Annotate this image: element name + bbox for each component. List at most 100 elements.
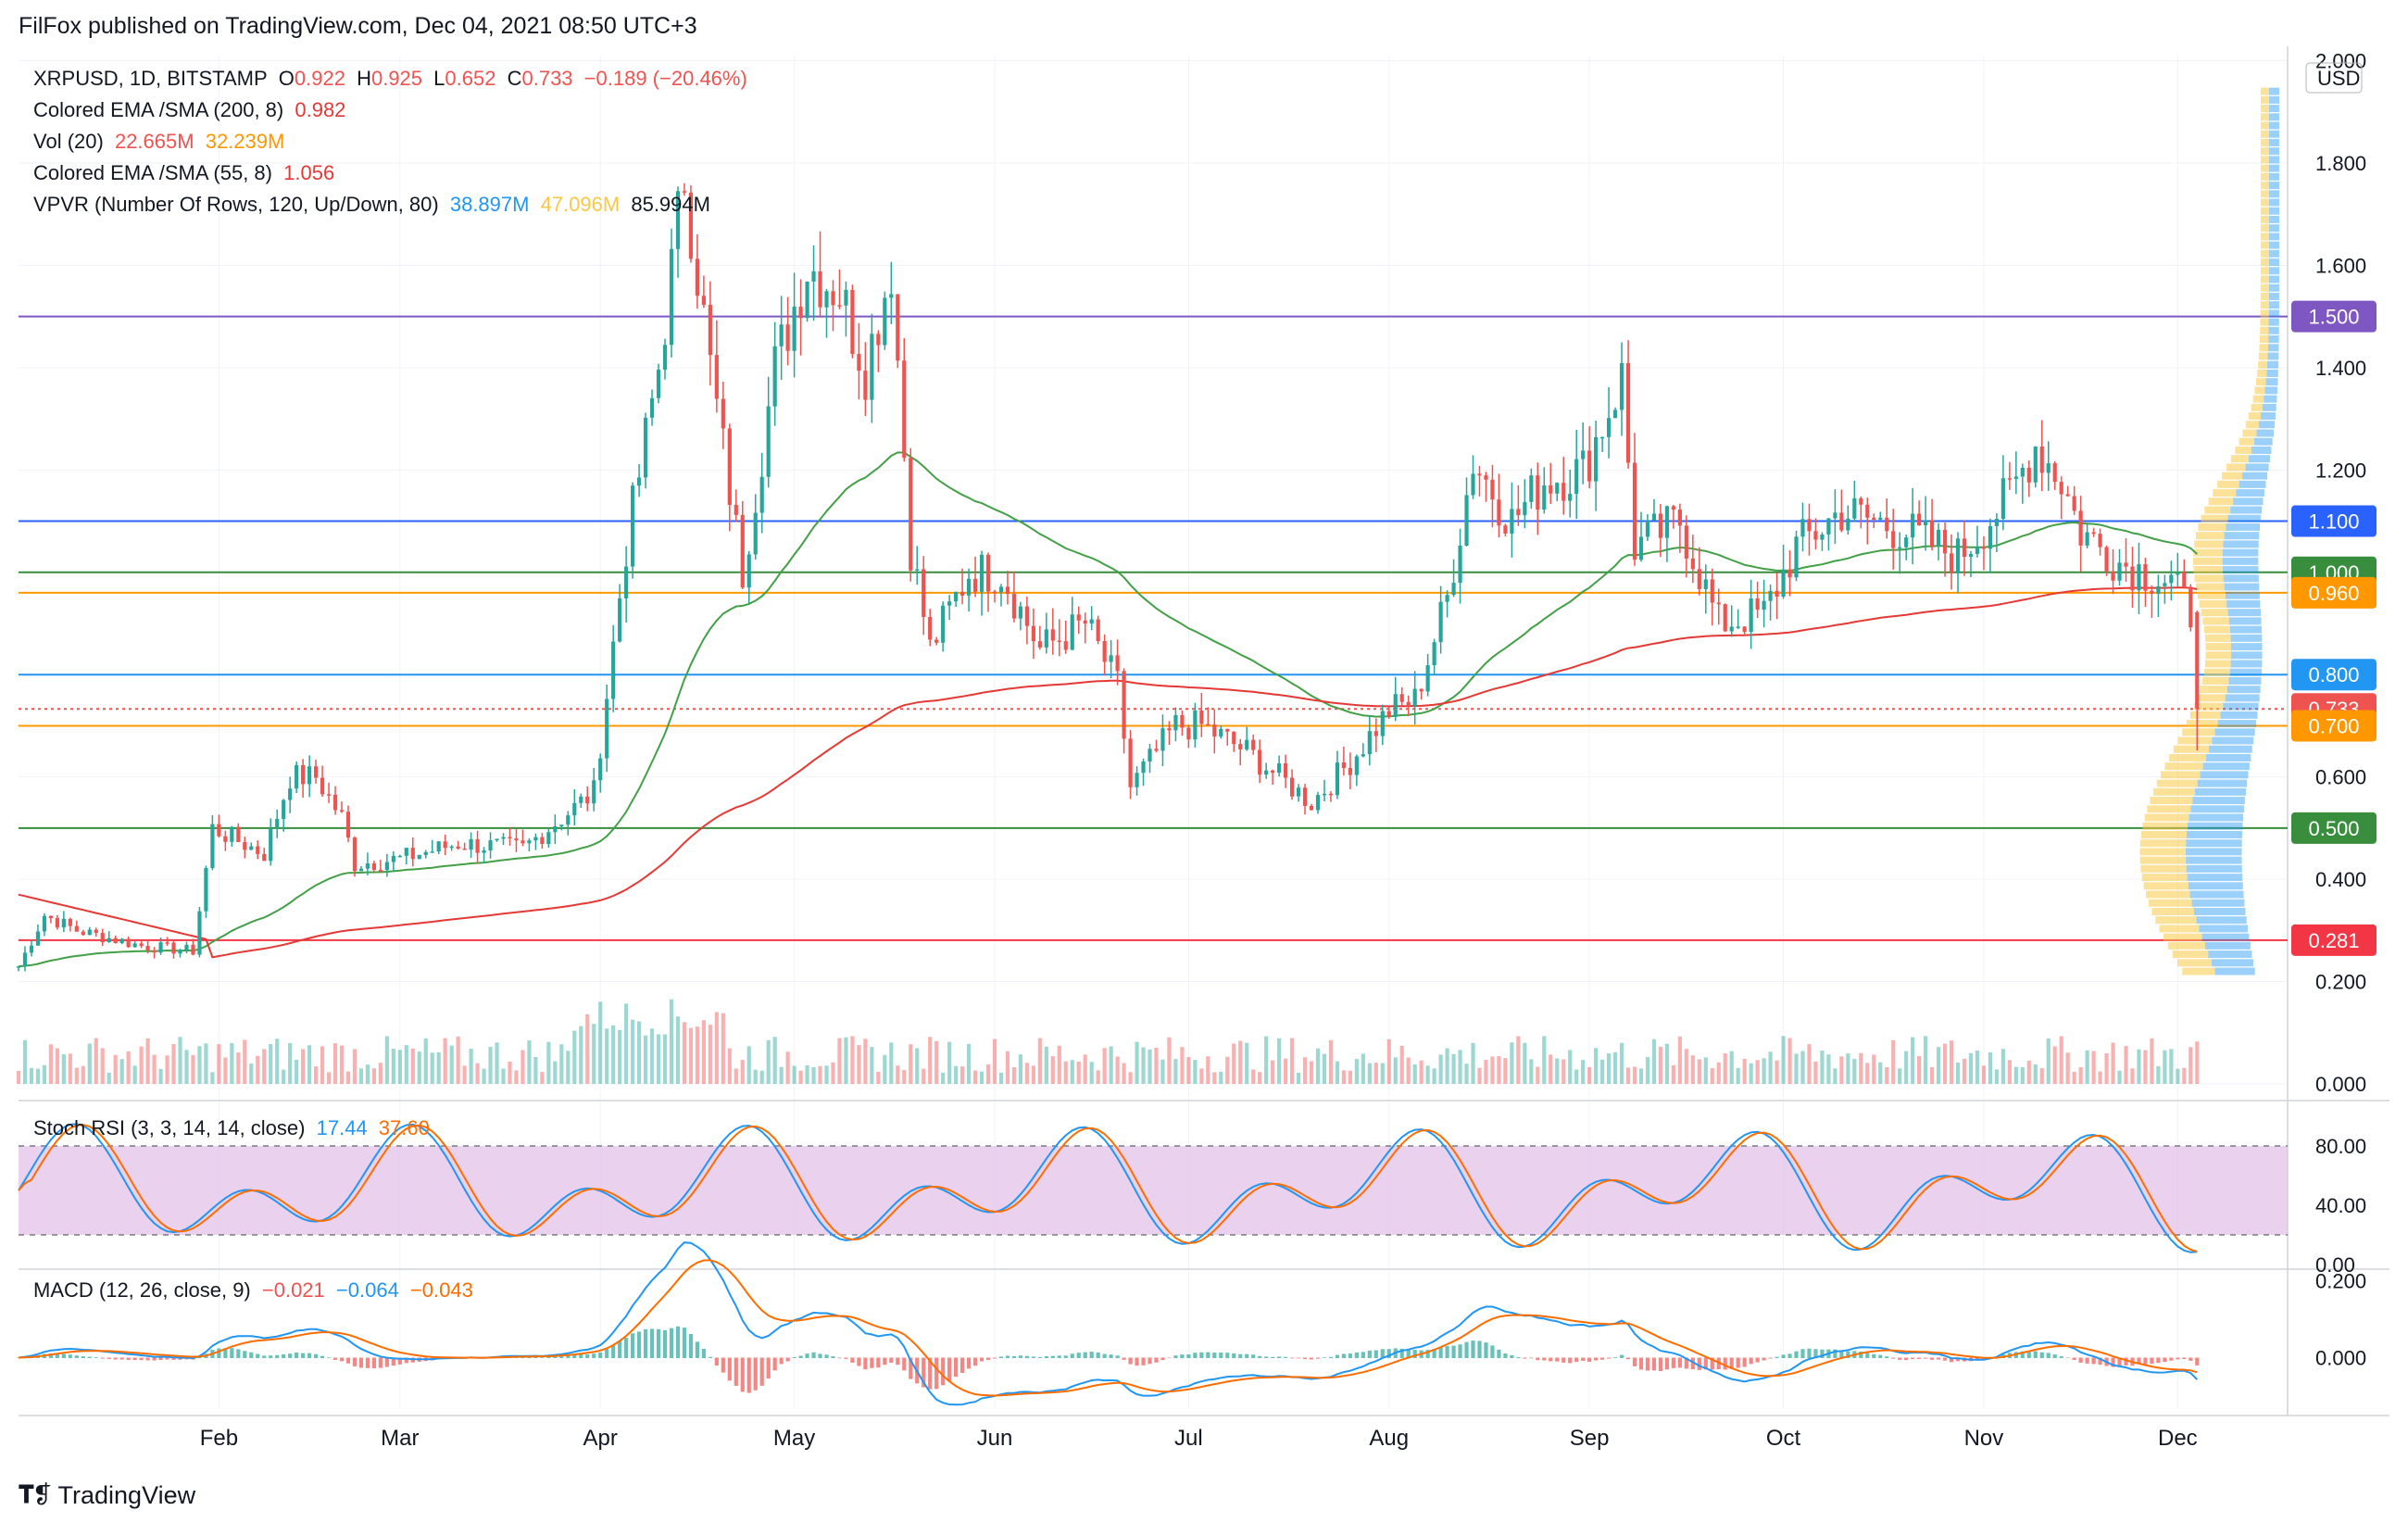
- macd-hist-bar: [1309, 1357, 1314, 1360]
- stoch-k-value: 17.44: [316, 1116, 368, 1139]
- macd-hist-bar: [985, 1357, 991, 1360]
- month-label: Jul: [1174, 1426, 1203, 1451]
- month-label: May: [773, 1426, 815, 1451]
- vpvr-down-bar: [2261, 156, 2269, 164]
- macd-hist-bar: [643, 1328, 648, 1358]
- macd-hist-bar: [559, 1356, 564, 1358]
- macd-hist-bar: [959, 1357, 965, 1373]
- candle-body: [1911, 513, 1915, 538]
- vpvr-up-bar: [2268, 292, 2279, 300]
- vpvr-down-bar: [2205, 651, 2232, 660]
- candle-body: [1373, 731, 1378, 736]
- candle-body: [1684, 525, 1688, 559]
- volume-bar: [1458, 1050, 1462, 1084]
- candle-body: [61, 918, 66, 928]
- macd-hist-bar: [119, 1357, 124, 1360]
- candle-body: [295, 764, 299, 789]
- macd-hist-bar: [1011, 1355, 1017, 1358]
- macd-hist-bar: [48, 1353, 53, 1358]
- volume-bar: [16, 1070, 21, 1084]
- candle-body: [818, 271, 822, 308]
- macd-hist-bar: [1846, 1351, 1850, 1358]
- candle-body: [87, 929, 92, 936]
- macd-legend[interactable]: MACD (12, 26, close, 9) −0.021 −0.064 −0…: [33, 1278, 479, 1303]
- vpvr-down-bar: [2259, 335, 2269, 344]
- volume-bar: [1859, 1052, 1863, 1084]
- stoch-rsi-pane: [18, 1123, 2288, 1253]
- vpvr-down-bar: [2193, 548, 2223, 557]
- macd-hist-bar: [1322, 1357, 1327, 1358]
- volume-bar: [688, 1027, 694, 1084]
- stoch-legend[interactable]: Stoch RSI (3, 3, 14, 14, close) 17.44 37…: [33, 1116, 435, 1140]
- volume-legend[interactable]: Vol (20) 22.665M 32.239M: [33, 130, 290, 154]
- candle-body: [1238, 744, 1243, 749]
- candle-body: [1490, 479, 1495, 500]
- macd-hist-bar: [1225, 1353, 1230, 1358]
- volume-bar: [68, 1053, 72, 1084]
- volume-bar: [2059, 1036, 2063, 1084]
- volume-bar: [295, 1059, 299, 1084]
- volume-bar: [1949, 1040, 1954, 1084]
- volume-bar: [1736, 1067, 1740, 1084]
- volume-bar: [1891, 1039, 1896, 1084]
- candle-body: [256, 846, 260, 854]
- volume-bar: [191, 1054, 195, 1084]
- ema200-legend[interactable]: Colored EMA /SMA (200, 8) 0.982: [33, 98, 351, 122]
- candle-body: [430, 851, 434, 853]
- candle-body: [119, 938, 124, 943]
- macd-hist-bar: [1619, 1354, 1624, 1358]
- candle-body: [792, 307, 796, 351]
- vpvr-legend[interactable]: VPVR (Number Of Rows, 120, Up/Down, 80) …: [33, 193, 716, 217]
- macd-hist-bar: [339, 1357, 345, 1362]
- macd-hist-bar: [1464, 1341, 1469, 1358]
- candle-body: [1283, 763, 1288, 778]
- vpvr-up-bar: [2269, 156, 2279, 164]
- macd-hist-bar: [1523, 1357, 1527, 1359]
- macd-hist-bar: [1135, 1357, 1139, 1366]
- vpvr-up-bar: [2225, 694, 2260, 702]
- candle-body: [2117, 562, 2122, 581]
- macd-hist-bar: [1154, 1357, 1159, 1363]
- macd-hist-bar: [391, 1357, 395, 1366]
- volume-bar: [1471, 1042, 1475, 1084]
- vpvr-down-bar: [2200, 686, 2227, 694]
- candle-body: [695, 258, 699, 296]
- volume-bar: [55, 1048, 59, 1084]
- macd-hist-bar: [1942, 1357, 1948, 1361]
- macd-hist-bar: [902, 1357, 907, 1371]
- macd-hist-bar: [1271, 1356, 1275, 1358]
- macd-hist-bar: [256, 1353, 260, 1358]
- macd-hist-bar: [1057, 1355, 1061, 1358]
- macd-hist-bar: [753, 1357, 758, 1391]
- vpvr-down-bar: [2141, 874, 2188, 882]
- candle-body: [2007, 478, 2012, 480]
- macd-hist-bar: [766, 1357, 771, 1379]
- volume-bar: [959, 1066, 965, 1084]
- macd-name: MACD (12, 26, close, 9): [33, 1278, 251, 1302]
- macd-hist-bar: [922, 1357, 926, 1388]
- macd-signal-line: [18, 1259, 2198, 1397]
- symbol-legend[interactable]: XRPUSD, 1D, BITSTAMP O0.922 H0.925 L0.65…: [33, 67, 753, 91]
- macd-hist-bar: [1536, 1357, 1540, 1361]
- macd-hist-bar: [636, 1331, 642, 1358]
- vpvr-down-bar: [2261, 105, 2269, 113]
- macd-hist-bar: [1128, 1357, 1133, 1365]
- macd-hist-bar: [1122, 1357, 1126, 1360]
- macd-hist-bar: [1477, 1340, 1482, 1358]
- macd-hist-bar: [230, 1348, 234, 1358]
- candle-body: [1581, 450, 1586, 459]
- candle-body: [805, 281, 809, 319]
- ema55-legend[interactable]: Colored EMA /SMA (55, 8) 1.056: [33, 161, 340, 185]
- macd-hist-bar: [1302, 1357, 1308, 1360]
- macd-hist-bar: [572, 1354, 577, 1358]
- candle-body: [48, 915, 53, 918]
- candle-body: [269, 828, 273, 862]
- candle-body: [1445, 595, 1449, 602]
- candle-body: [1180, 714, 1185, 728]
- volume-bar: [307, 1045, 312, 1084]
- candle-body: [1607, 418, 1612, 437]
- footer[interactable]: 𝐓❡ TradingView: [19, 1480, 195, 1510]
- price-tick-label: 2.000: [2315, 50, 2366, 73]
- volume-bar: [1924, 1036, 1928, 1084]
